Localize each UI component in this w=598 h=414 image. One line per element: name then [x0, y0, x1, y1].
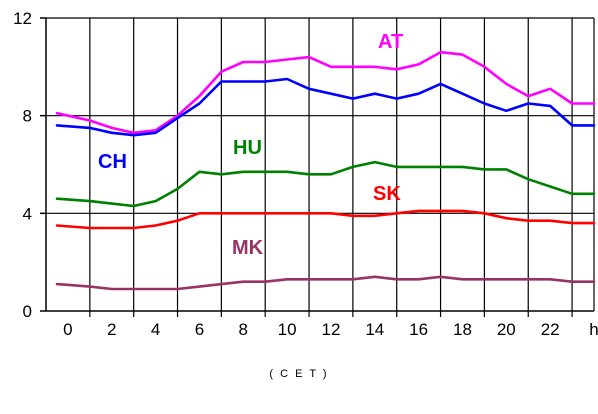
x-tick-label: 22 [541, 320, 560, 339]
series-labels: AT CH HU SK MK [98, 31, 403, 259]
axes [40, 17, 595, 317]
series-label-mk: MK [232, 237, 264, 259]
series-line-hu [55, 160, 596, 208]
x-tick-label: 16 [409, 320, 428, 339]
series-label-at: AT [378, 31, 403, 53]
series-line-sk [55, 209, 596, 230]
x-tick-label: 8 [239, 320, 248, 339]
y-tick-label: 4 [23, 204, 32, 223]
x-tick-label: 6 [195, 320, 204, 339]
series-label-hu: HU [233, 137, 262, 159]
x-tick-label: 10 [278, 320, 297, 339]
series-line-mk [55, 275, 596, 291]
x-tick-label: 18 [453, 320, 472, 339]
x-tick-label: h [589, 320, 598, 339]
series-label-sk: SK [373, 183, 401, 205]
x-tick-label: 0 [63, 320, 72, 339]
series-line-ch [55, 77, 596, 137]
x-tick-label: 20 [497, 320, 516, 339]
y-tick-labels: 0 4 8 12 [13, 9, 32, 321]
series-line-at [55, 50, 596, 135]
y-tick-label: 12 [13, 9, 32, 28]
x-tick-label: 4 [151, 320, 160, 339]
y-tick-label: 8 [23, 107, 32, 126]
x-tick-label: 2 [107, 320, 116, 339]
series-label-ch: CH [98, 151, 127, 173]
x-tick-label: 12 [321, 320, 340, 339]
x-axis-label: ( C E T ) [269, 368, 329, 380]
series-lines [55, 50, 596, 291]
x-tick-label: 14 [365, 320, 384, 339]
x-tick-labels: 0 2 4 6 8 10 12 14 16 18 20 22 h [63, 320, 598, 339]
y-tick-label: 0 [23, 302, 32, 321]
